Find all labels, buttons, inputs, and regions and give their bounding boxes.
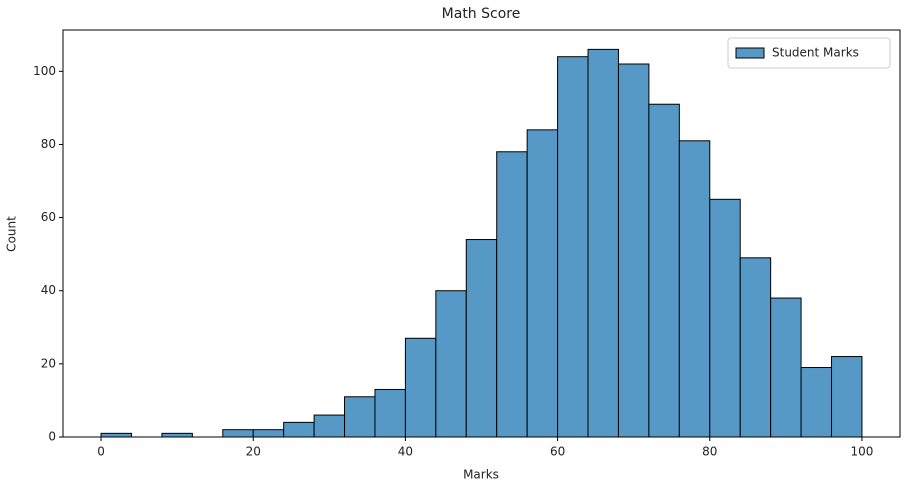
x-tick-label: 60 [550,445,565,459]
x-axis-label: Marks [463,468,499,482]
plot-frame [62,29,901,438]
bar [344,396,376,438]
bar [770,297,802,438]
bar [252,429,285,438]
x-tick-label: 80 [702,445,717,459]
bar [831,356,863,438]
bar [161,432,193,438]
bar [800,367,833,438]
bar [617,63,650,438]
bar [496,151,528,438]
y-tick-label: 20 [41,356,56,370]
legend-swatch [735,47,765,59]
y-axis-label: Count [5,216,19,252]
x-tick-label: 40 [398,445,413,459]
bar [374,388,406,438]
bar [283,421,315,438]
legend-label: Student Marks [772,46,859,60]
bar [435,290,467,438]
legend-box [727,37,891,69]
bar [404,337,437,438]
bar [100,432,132,438]
bar [678,140,711,438]
chart-title: Math Score [442,6,521,22]
y-tick-label: 60 [41,210,56,224]
bar [648,103,680,438]
y-tick-label: 100 [33,64,56,78]
x-tick-label: 0 [97,445,105,459]
bar [709,198,741,438]
bar [739,257,772,438]
y-tick-label: 40 [41,283,56,297]
bar [557,56,589,438]
x-tick-label: 20 [246,445,261,459]
bar [587,48,619,438]
y-tick-label: 0 [48,430,56,444]
bar [222,429,254,438]
x-tick-label: 100 [851,445,874,459]
bar [313,414,346,438]
bar [465,239,498,438]
bar [526,129,559,438]
y-tick-label: 80 [41,137,56,151]
